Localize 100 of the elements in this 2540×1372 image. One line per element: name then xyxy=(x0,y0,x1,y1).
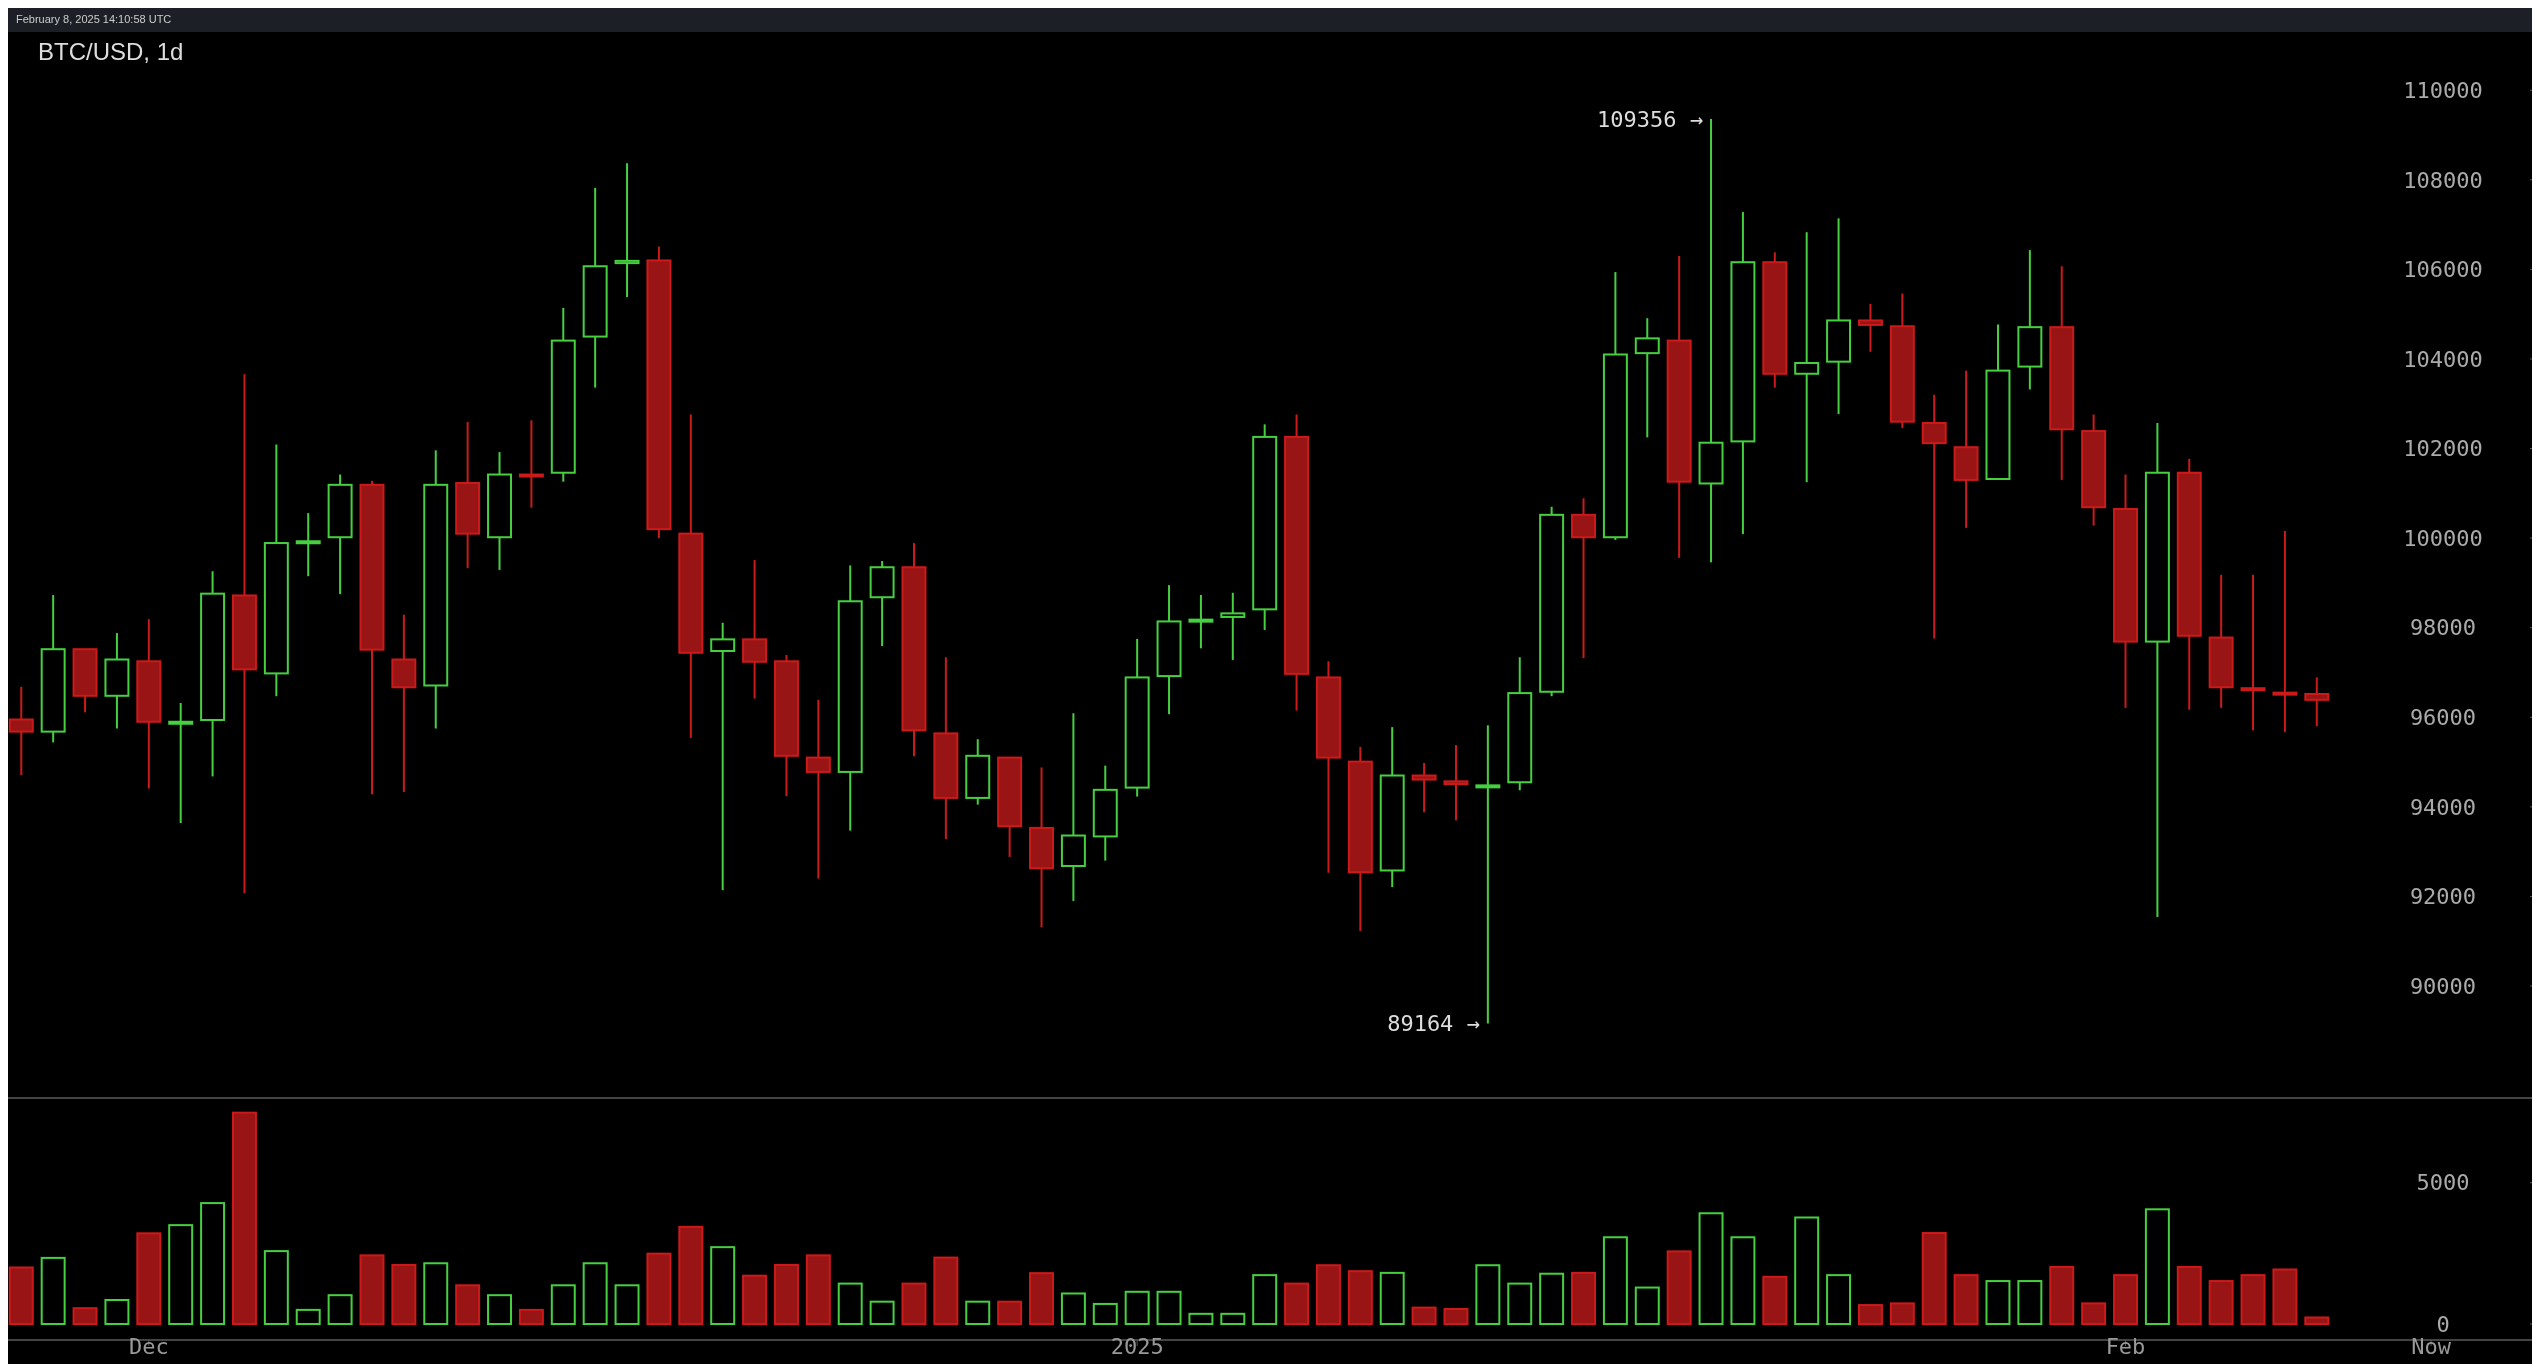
y-tick-label: 106000 xyxy=(2403,257,2483,283)
bar xyxy=(1985,1280,2011,1325)
bar xyxy=(1602,1236,1628,1325)
bar xyxy=(1794,1216,1820,1325)
bar xyxy=(104,1298,130,1325)
chart-title: BTC/USD, 1d xyxy=(38,38,184,65)
bar xyxy=(1634,1286,1660,1325)
bar xyxy=(136,1232,162,1325)
bar xyxy=(1857,1304,1883,1325)
x-tick-label: Now xyxy=(2411,1334,2452,1359)
y-tick-label: 102000 xyxy=(2403,436,2483,462)
bar xyxy=(1571,1271,1596,1325)
candlestick xyxy=(1347,745,1373,932)
bar xyxy=(869,1300,895,1325)
candlestick xyxy=(1666,254,1692,559)
candlestick xyxy=(678,413,704,739)
bar xyxy=(1347,1270,1373,1325)
candlestick xyxy=(1634,317,1660,439)
bar xyxy=(1252,1274,1278,1325)
candlestick xyxy=(2017,249,2043,391)
candlestick xyxy=(263,443,289,698)
bar xyxy=(1889,1302,1915,1325)
y-tick-label: 0 xyxy=(2436,1311,2450,1337)
candlestick xyxy=(1315,660,1341,874)
candlestick xyxy=(1284,413,1310,712)
bar xyxy=(773,1263,799,1325)
bar xyxy=(1220,1312,1246,1325)
bar xyxy=(1124,1290,1150,1326)
y-tick-label: 92000 xyxy=(2409,884,2477,910)
bar xyxy=(1029,1272,1054,1325)
bar xyxy=(2176,1265,2202,1326)
y-tick-label: 94000 xyxy=(2409,794,2477,820)
candlestick xyxy=(1443,744,1469,822)
bar xyxy=(614,1284,640,1325)
bar xyxy=(805,1254,831,1325)
candlestick xyxy=(1826,217,1852,416)
bar xyxy=(2144,1208,2170,1326)
candlestick xyxy=(8,685,34,777)
candlestick xyxy=(1762,251,1788,389)
bar xyxy=(518,1308,544,1326)
candlestick xyxy=(231,373,257,895)
candlestick xyxy=(2049,265,2075,481)
candlestick xyxy=(2081,413,2107,527)
candlestick xyxy=(2304,676,2330,728)
bar xyxy=(72,1307,98,1325)
candlestick xyxy=(805,698,831,880)
candlestick xyxy=(1092,764,1118,862)
y-tick-label: 108000 xyxy=(2403,167,2483,193)
bar xyxy=(1507,1282,1533,1325)
candlestick xyxy=(1156,584,1182,716)
bar xyxy=(168,1224,194,1325)
bar xyxy=(1698,1212,1724,1325)
bar xyxy=(359,1254,385,1325)
candlestick xyxy=(2144,422,2170,919)
bar xyxy=(295,1308,321,1326)
bar xyxy=(391,1263,417,1325)
bar xyxy=(550,1284,576,1325)
candlestick xyxy=(518,419,544,509)
bar xyxy=(1379,1271,1405,1325)
bar xyxy=(40,1256,66,1326)
candlestick xyxy=(742,559,768,700)
candlestick xyxy=(2176,457,2202,711)
bar xyxy=(997,1300,1023,1325)
candlestick xyxy=(1953,369,1979,529)
bar xyxy=(1730,1236,1756,1325)
candlestick xyxy=(1571,497,1596,660)
x-tick-label: Feb xyxy=(2105,1334,2146,1359)
bar xyxy=(2272,1268,2298,1325)
candlestick xyxy=(1252,423,1278,631)
candlestick xyxy=(2272,529,2298,734)
candlestick xyxy=(2208,573,2234,709)
candlestick xyxy=(423,449,449,730)
bar xyxy=(455,1284,481,1325)
bar xyxy=(2113,1274,2138,1325)
bar xyxy=(1921,1232,1947,1326)
y-tick-label: 5000 xyxy=(2416,1170,2470,1196)
candlestick xyxy=(104,632,130,730)
bar xyxy=(2017,1280,2043,1325)
bar xyxy=(2049,1265,2075,1326)
bar xyxy=(646,1252,672,1325)
candlestick xyxy=(2113,473,2138,709)
bar xyxy=(1666,1250,1692,1325)
bar xyxy=(933,1256,959,1325)
candlestick xyxy=(1379,726,1405,889)
candlestick xyxy=(710,621,736,892)
candlestick xyxy=(455,421,481,570)
bar xyxy=(1443,1308,1469,1325)
text: February 8, 2025 14:10:58 UTC xyxy=(16,13,172,25)
candlestick xyxy=(1188,594,1214,650)
y-tick-label: 98000 xyxy=(2409,615,2477,641)
candlestick xyxy=(487,451,512,571)
candlestick xyxy=(1921,393,1947,640)
candlestick xyxy=(614,162,640,299)
bar xyxy=(1953,1274,1979,1325)
candlestick xyxy=(933,656,959,841)
bar xyxy=(487,1294,512,1326)
candlestick xyxy=(1029,766,1054,929)
bar xyxy=(1284,1282,1310,1325)
bar xyxy=(742,1274,768,1325)
annotation: 109356 → xyxy=(1597,106,1704,132)
